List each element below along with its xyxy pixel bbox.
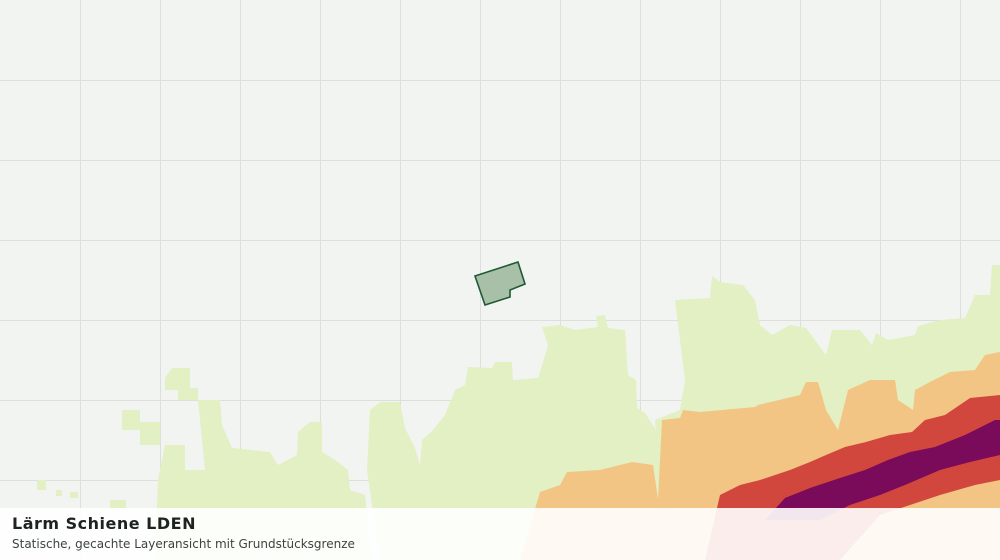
parcel-boundary [473,260,526,307]
layer-subtitle: Statische, gecachte Layeransicht mit Gru… [12,537,355,551]
legend-panel: Lärm Schiene LDEN Statische, gecachte La… [0,508,1000,560]
noise-zone-very-high [765,420,1000,520]
layer-title: Lärm Schiene LDEN [12,514,196,533]
